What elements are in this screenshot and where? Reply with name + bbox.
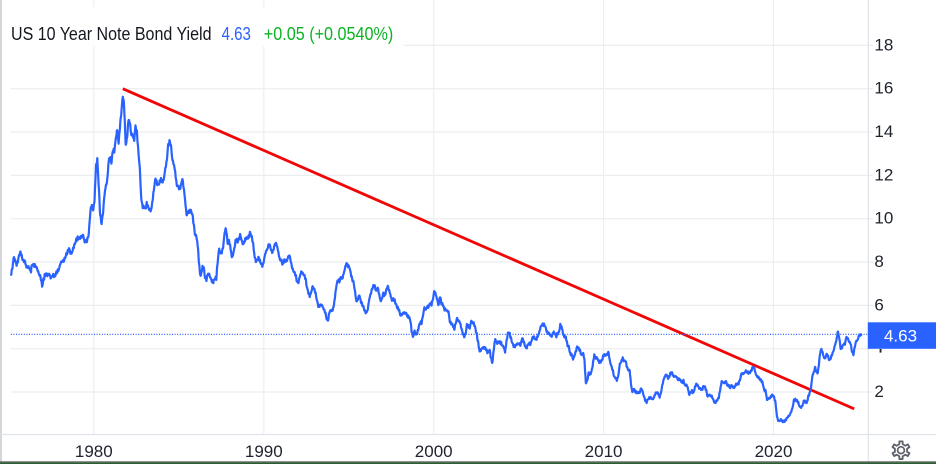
svg-text:18: 18 [874,35,893,54]
svg-text:1990: 1990 [245,442,283,461]
svg-text:4.63: 4.63 [884,327,917,346]
svg-text:1980: 1980 [75,442,113,461]
svg-text:4.63: 4.63 [222,24,251,44]
svg-text:8: 8 [874,252,883,271]
svg-text:2020: 2020 [755,442,793,461]
svg-text:16: 16 [874,79,893,98]
svg-text:10: 10 [874,209,893,228]
svg-text:+0.05 (+0.0540%): +0.05 (+0.0540%) [264,24,394,44]
svg-text:14: 14 [874,122,893,141]
svg-text:6: 6 [874,295,883,314]
svg-text:US 10 Year Note Bond Yield: US 10 Year Note Bond Yield [11,24,212,44]
svg-text:12: 12 [874,165,893,184]
svg-text:2000: 2000 [415,442,453,461]
svg-text:2: 2 [874,382,883,401]
svg-text:2010: 2010 [585,442,623,461]
